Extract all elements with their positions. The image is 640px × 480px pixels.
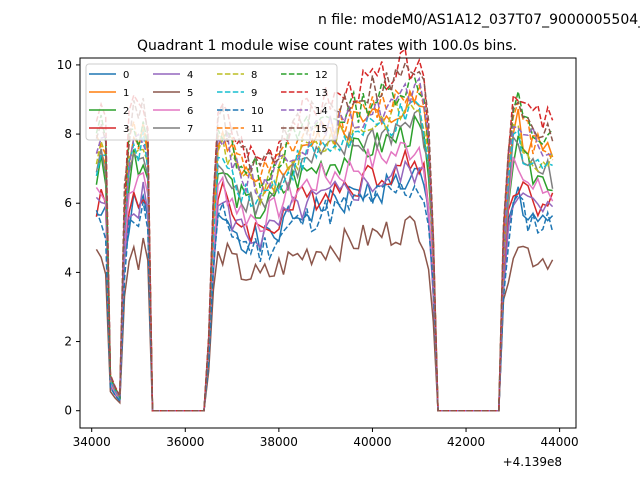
- series-line-7: [95, 108, 554, 412]
- figure-suptitle: n file: modeM0/AS1A12_037T07_9000005504_…: [318, 12, 640, 28]
- x-tick-label: 38000: [260, 435, 298, 449]
- series-line-10: [95, 180, 554, 412]
- legend-label-12: 12: [315, 70, 328, 81]
- series-line-15: [95, 61, 554, 412]
- legend-label-11: 11: [251, 124, 264, 135]
- legend-label-10: 10: [251, 106, 264, 117]
- axes-frame: [79, 57, 577, 429]
- y-tick-label: 10: [57, 58, 72, 72]
- legend-label-5: 5: [187, 88, 193, 99]
- legend-label-3: 3: [123, 124, 129, 135]
- legend-label-13: 13: [315, 88, 328, 99]
- x-offset-label: +4.139e8: [503, 455, 562, 469]
- y-tick-label: 6: [64, 196, 72, 210]
- x-tick-label: 44000: [541, 435, 579, 449]
- legend-box: [85, 63, 338, 141]
- x-tick-label: 42000: [447, 435, 485, 449]
- series-line-5: [95, 215, 554, 412]
- x-axis: 34000 36000 38000 40000 42000 44000: [73, 428, 579, 449]
- legend-label-4: 4: [187, 70, 193, 81]
- legend-label-14: 14: [315, 106, 328, 117]
- legend-label-0: 0: [123, 70, 129, 81]
- y-tick-label: 2: [64, 335, 72, 349]
- series-line-0: [96, 167, 554, 412]
- legend-label-1: 1: [123, 88, 129, 99]
- y-axis: 0 2 4 6 8 10: [57, 58, 80, 418]
- y-tick-label: 0: [64, 404, 72, 418]
- x-tick-label: 34000: [73, 435, 111, 449]
- y-tick-label: 8: [64, 127, 72, 141]
- legend-label-9: 9: [251, 88, 257, 99]
- series-line-2: [95, 113, 553, 412]
- legend-label-15: 15: [315, 124, 328, 135]
- series-line-4: [95, 159, 554, 412]
- series-line-6: [95, 141, 554, 412]
- legend-label-8: 8: [251, 70, 257, 81]
- y-tick-label: 4: [64, 265, 72, 279]
- x-tick-label: 36000: [166, 435, 204, 449]
- legend-label-6: 6: [187, 106, 193, 117]
- legend-label-7: 7: [187, 124, 193, 135]
- x-tick-label: 40000: [353, 435, 391, 449]
- legend-label-2: 2: [123, 106, 129, 117]
- chart-title: Quadrant 1 module wise count rates with …: [137, 38, 517, 54]
